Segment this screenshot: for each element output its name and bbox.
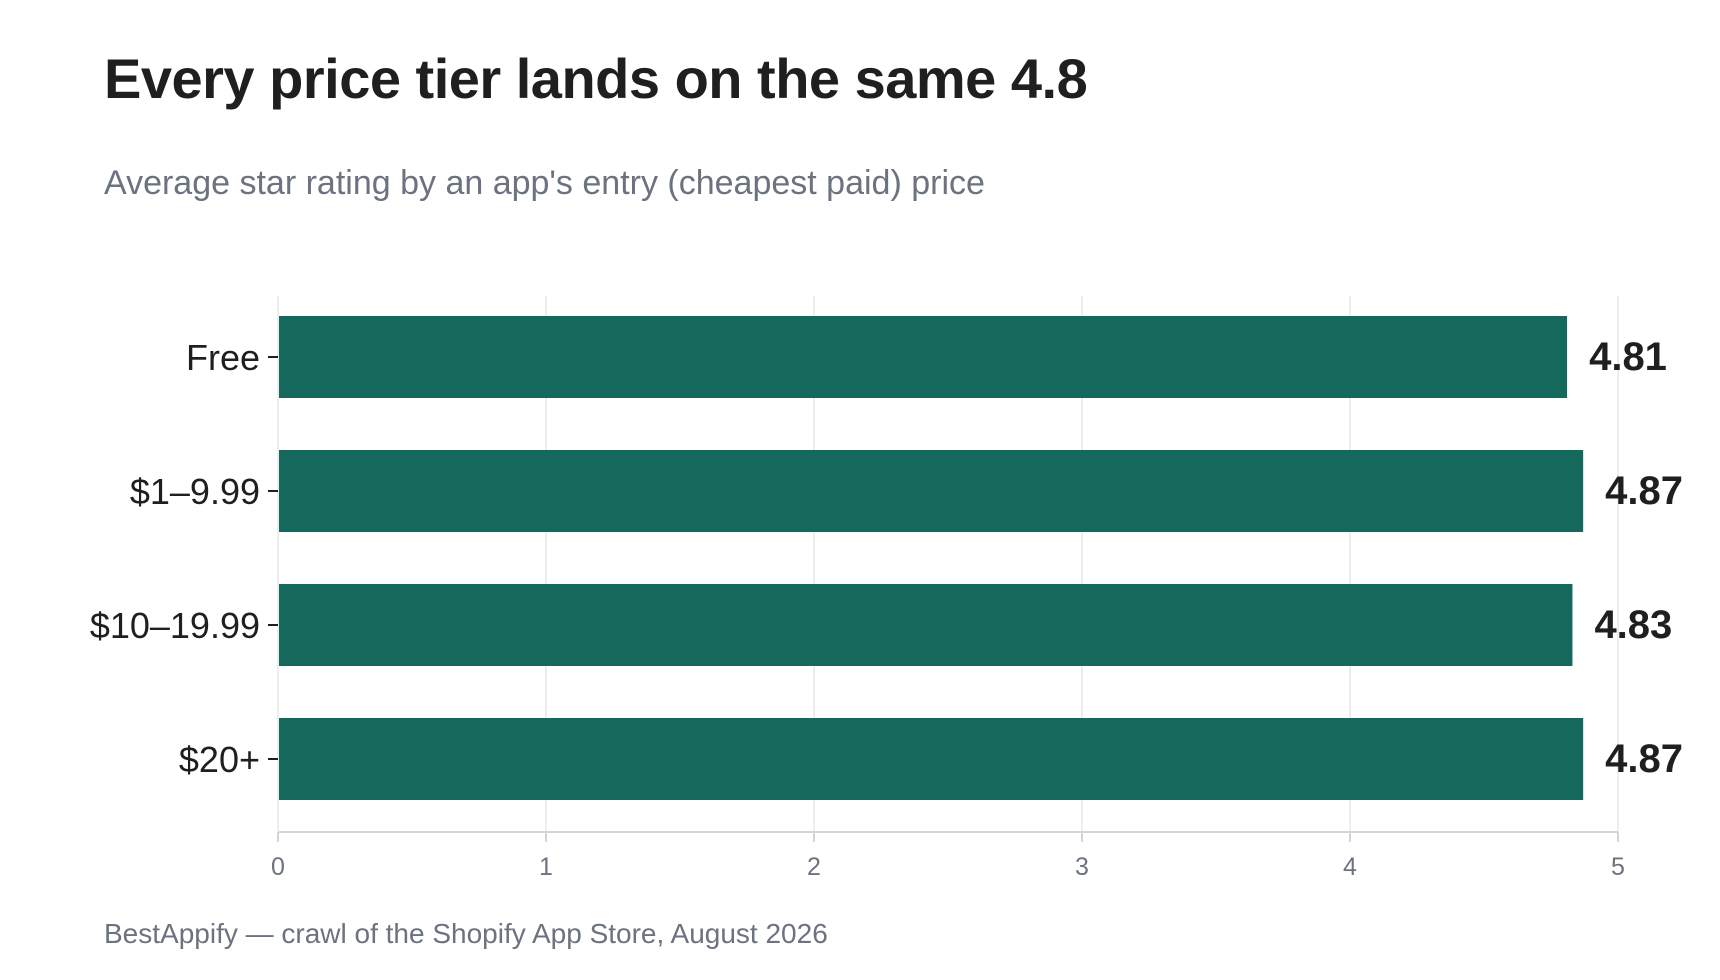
x-tick-label: 4 [1343,853,1357,881]
x-tick-label: 3 [1075,853,1089,881]
category-label: $10–19.99 [90,605,260,646]
value-label: 4.83 [1594,603,1672,647]
bar [278,316,1568,398]
labels: Free 4.81 $1–9.99 4.87 $10–19.99 4.83 $20+ 4.87 [90,335,1683,781]
x-axis: 0 1 2 3 4 5 [268,296,1625,881]
bar [278,584,1573,666]
bar [278,718,1584,800]
x-tick-label: 2 [807,853,821,881]
x-tick-label: 5 [1611,853,1625,881]
category-label: $20+ [179,739,260,780]
source-note: BestAppify — crawl of the Shopify App St… [104,918,828,949]
chart-title: Every price tier lands on the same 4.8 [104,47,1088,110]
value-label: 4.81 [1589,335,1667,379]
bars [278,316,1584,800]
value-label: 4.87 [1605,469,1683,513]
bar [278,450,1584,532]
chart-subtitle: Average star rating by an app's entry (c… [104,164,985,202]
x-tick-label: 0 [271,853,285,881]
category-label: Free [186,337,260,378]
x-tick-label: 1 [539,853,553,881]
category-label: $1–9.99 [130,471,260,512]
value-label: 4.87 [1605,737,1683,781]
